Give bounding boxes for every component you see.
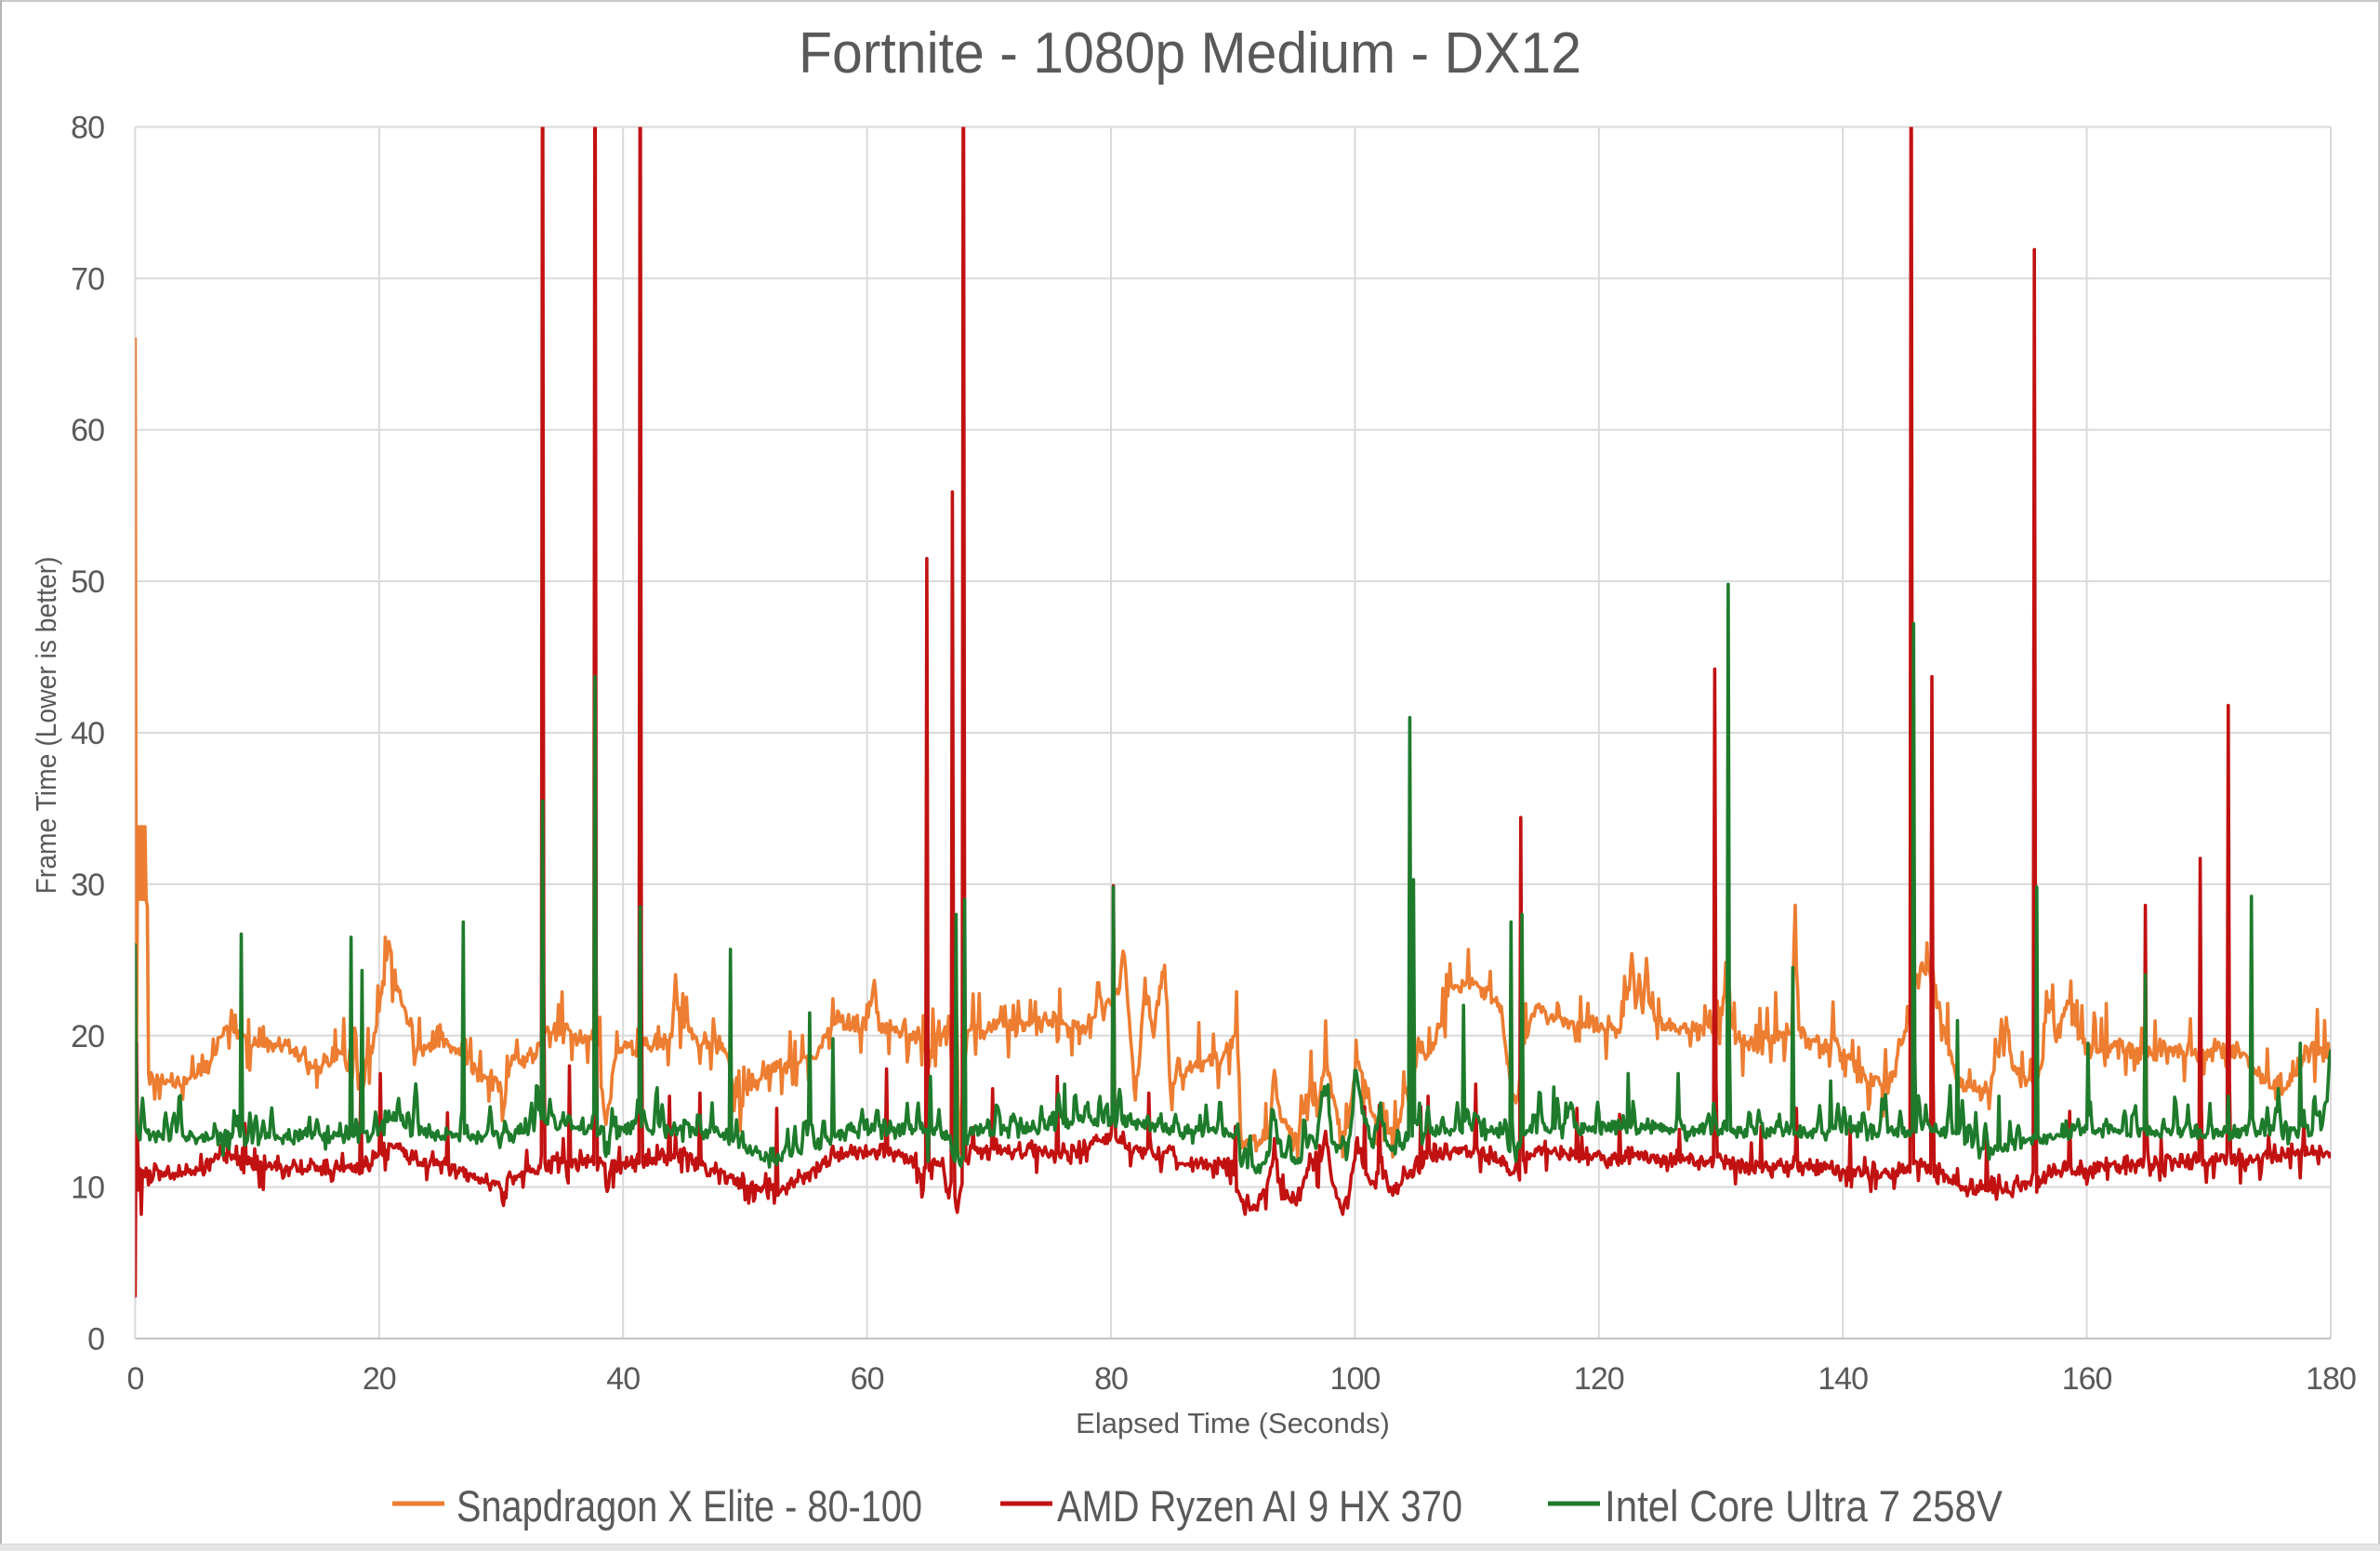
svg-text:80: 80 [1094,1361,1128,1397]
svg-text:20: 20 [363,1361,396,1397]
svg-text:20: 20 [71,1019,104,1054]
svg-text:40: 40 [606,1361,640,1397]
svg-text:Frame Time (Lower is better): Frame Time (Lower is better) [30,557,62,895]
svg-text:70: 70 [71,261,104,297]
svg-text:60: 60 [851,1361,884,1397]
svg-text:40: 40 [71,716,104,751]
svg-text:Snapdragon X Elite - 80-100: Snapdragon X Elite - 80-100 [456,1481,922,1531]
svg-text:10: 10 [71,1171,104,1206]
svg-text:Intel Core Ultra 7 258V: Intel Core Ultra 7 258V [1605,1481,2003,1531]
svg-text:30: 30 [71,868,104,903]
svg-text:80: 80 [71,111,104,146]
svg-text:180: 180 [2306,1361,2356,1397]
svg-text:0: 0 [87,1322,104,1358]
svg-text:0: 0 [126,1361,143,1397]
svg-text:140: 140 [1818,1361,1868,1397]
svg-text:160: 160 [2062,1361,2112,1397]
svg-text:Fortnite - 1080p Medium - DX12: Fortnite - 1080p Medium - DX12 [799,21,1581,86]
svg-text:120: 120 [1574,1361,1624,1397]
svg-text:Elapsed Time (Seconds): Elapsed Time (Seconds) [1076,1407,1390,1439]
svg-text:50: 50 [71,564,104,600]
svg-text:AMD Ryzen AI 9 HX 370: AMD Ryzen AI 9 HX 370 [1057,1481,1462,1531]
svg-text:100: 100 [1330,1361,1381,1397]
svg-text:60: 60 [71,413,104,448]
